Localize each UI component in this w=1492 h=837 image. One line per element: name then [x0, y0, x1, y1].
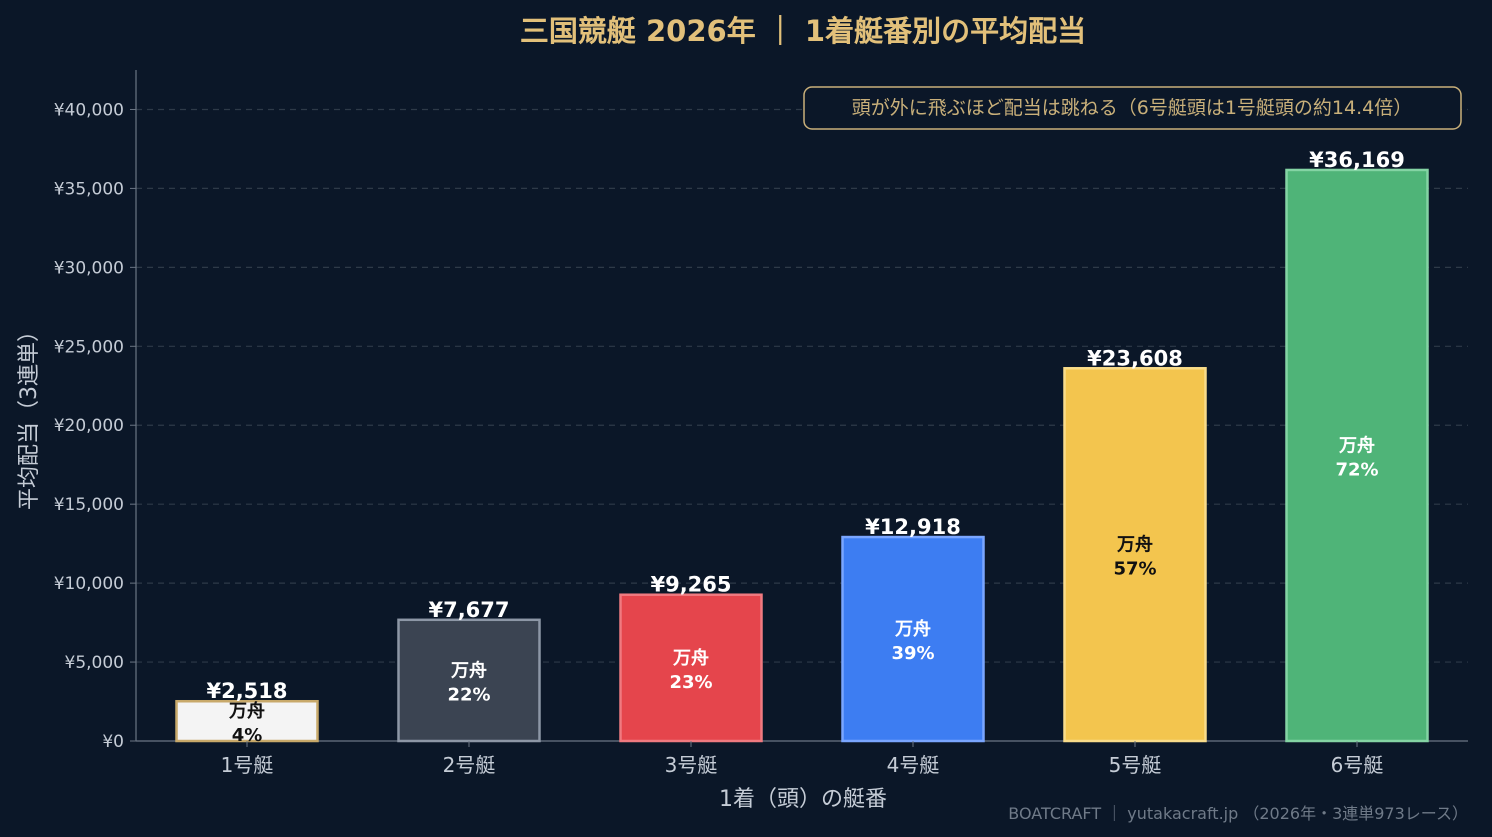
bar — [619, 593, 763, 743]
footer-credit: BOATCRAFT ｜ yutakacraft.jp （2026年・3連単973… — [1008, 804, 1468, 823]
bar — [175, 699, 319, 743]
y-axis-ticks: ¥0 ¥5,000 ¥10,000 ¥15,000 ¥20,000 ¥25,000 ¥30,… — [54, 100, 136, 752]
y-tick-label: ¥15,000 — [54, 495, 124, 515]
gridlines — [136, 108, 1468, 663]
bar — [397, 618, 541, 743]
bar-manshu-label: 万舟 — [672, 647, 709, 669]
annotation-text: 頭が外に飛ぶほど配当は跳ねる（6号艇頭は1号艇頭の約14.4倍） — [852, 97, 1412, 119]
y-tick-label: ¥5,000 — [65, 653, 124, 673]
bar-manshu-label: 万舟 — [1338, 434, 1375, 456]
x-tick-label: 3号艇 — [665, 753, 718, 777]
bars: ¥2,518万舟4%1号艇¥7,677万舟22%2号艇¥9,265万舟23%3号… — [175, 148, 1429, 777]
bar-manshu-pct: 4% — [232, 725, 263, 746]
bar-value-label: ¥7,677 — [428, 598, 509, 622]
bar-value-label: ¥12,918 — [865, 515, 961, 539]
y-tick-label: ¥20,000 — [54, 416, 124, 436]
bar — [1063, 367, 1207, 743]
bar-value-label: ¥23,608 — [1087, 346, 1183, 370]
bar-manshu-label: 万舟 — [450, 659, 487, 681]
x-tick-label: 1号艇 — [221, 753, 274, 777]
x-tick-label: 6号艇 — [1331, 753, 1384, 777]
bar-value-label: ¥9,265 — [650, 573, 731, 597]
bar-value-label: ¥2,518 — [206, 679, 287, 703]
chart-title: 三国競艇 2026年 ｜ 1着艇番別の平均配当 — [520, 14, 1086, 48]
bar-manshu-pct: 57% — [1113, 559, 1156, 580]
bar-value-label: ¥36,169 — [1309, 148, 1405, 172]
bar-manshu-pct: 23% — [669, 672, 712, 693]
x-tick-label: 2号艇 — [443, 753, 496, 777]
bar-manshu-pct: 72% — [1335, 459, 1378, 480]
bar-manshu-label: 万舟 — [228, 700, 265, 722]
bar — [1285, 168, 1429, 743]
bar-manshu-pct: 39% — [891, 643, 934, 664]
y-tick-label: ¥10,000 — [54, 574, 124, 594]
bar-manshu-label: 万舟 — [894, 618, 931, 640]
bar-manshu-pct: 22% — [447, 684, 490, 705]
y-axis-label: 平均配当（3連単） — [17, 320, 42, 510]
bar — [841, 535, 985, 743]
annotation-box — [803, 86, 1462, 130]
y-tick-label: ¥40,000 — [54, 100, 124, 120]
y-tick-label: ¥30,000 — [54, 258, 124, 278]
x-tick-label: 4号艇 — [887, 753, 940, 777]
x-tick-label: 5号艇 — [1109, 753, 1162, 777]
bar-manshu-label: 万舟 — [1116, 534, 1153, 556]
y-tick-label: ¥0 — [102, 732, 124, 752]
y-tick-label: ¥25,000 — [54, 337, 124, 357]
x-axis-label: 1着（頭）の艇番 — [719, 787, 887, 812]
y-tick-label: ¥35,000 — [54, 179, 124, 199]
